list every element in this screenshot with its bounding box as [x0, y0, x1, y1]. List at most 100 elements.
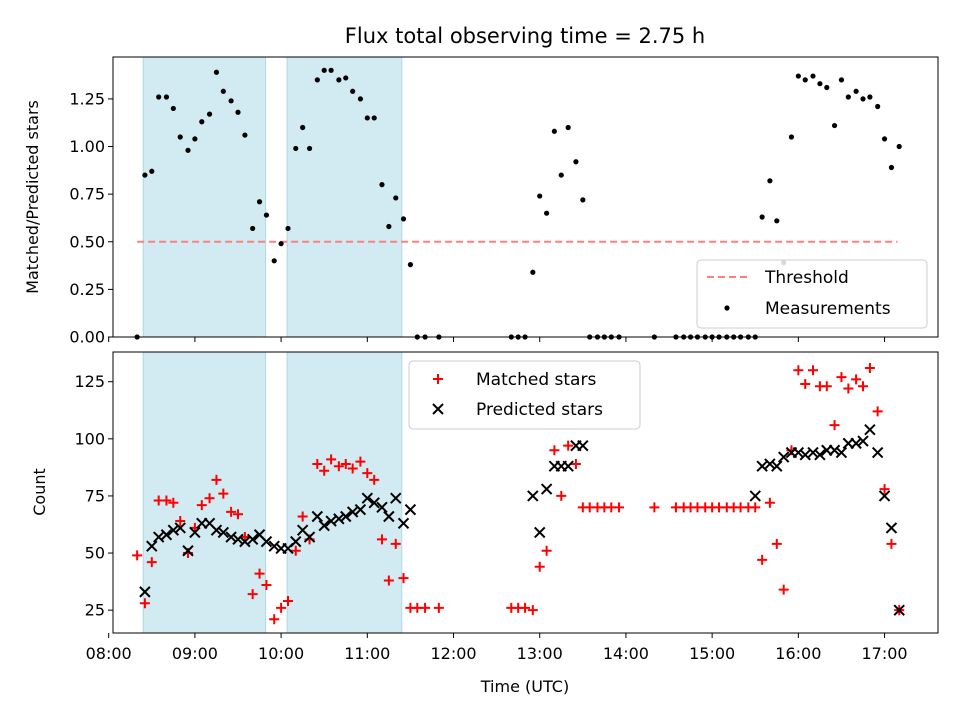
predicted-star-point: [771, 460, 783, 472]
measurement-point: [860, 96, 866, 102]
measurement-point: [328, 67, 334, 73]
predicted-star-point: [404, 503, 417, 516]
predicted-star-point: [871, 446, 884, 459]
matched-star-point: [420, 602, 431, 613]
predicted-star-point: [354, 503, 367, 516]
measurement-point: [371, 115, 377, 121]
measurement-point: [293, 145, 299, 152]
y-tick-label: 100: [74, 429, 105, 448]
legend-predicted-swatch: [432, 403, 444, 415]
matched-star-point: [161, 495, 172, 506]
matched-star-point: [390, 538, 401, 549]
measurement-point: [767, 178, 773, 184]
y-tick-label: 25: [85, 601, 105, 620]
measurement-point: [788, 134, 795, 140]
measurement-point: [142, 172, 148, 178]
matched-star-point: [283, 596, 293, 607]
legend-matched-swatch: [433, 374, 443, 384]
highlight-span: [286, 351, 403, 634]
matched-star-point: [233, 509, 243, 520]
matched-star-point: [319, 465, 330, 476]
matched-star-point: [534, 561, 545, 572]
predicted-star-point: [540, 483, 553, 495]
measurement-point: [845, 94, 851, 100]
measurement-point: [213, 69, 220, 75]
measurement-point: [170, 105, 176, 112]
matched-star-point: [843, 383, 854, 394]
predicted-star-point: [333, 513, 345, 525]
predicted-star-point: [246, 533, 259, 546]
predicted-star-point: [857, 435, 869, 447]
measurement-point: [831, 122, 838, 129]
measurement-point: [163, 94, 170, 100]
predicted-star-point: [799, 449, 811, 461]
measurement-point: [537, 193, 543, 199]
predicted-star-point: [346, 506, 359, 518]
predicted-star-point: [534, 526, 546, 539]
matched-star-point: [649, 502, 660, 513]
matched-star-point: [541, 545, 552, 556]
measurement-point: [580, 197, 586, 203]
measurement-point: [271, 258, 277, 264]
matched-star-point: [369, 474, 380, 485]
matched-star-point: [864, 362, 875, 373]
legend-bottom: Matched stars Predicted stars: [408, 360, 641, 430]
matched-star-point: [362, 468, 373, 479]
y-tick-label: 0.00: [69, 328, 105, 347]
measurement-point: [393, 195, 399, 201]
y-tick-label: 125: [74, 372, 105, 391]
matched-star-point: [851, 374, 862, 385]
x-tick-label: 13:00: [517, 644, 563, 663]
predicted-star-point: [562, 460, 574, 472]
x-tick-label: 10:00: [258, 644, 304, 663]
x-tick-label: 14:00: [603, 644, 649, 663]
measurement-point: [379, 182, 385, 188]
matched-star-point: [196, 500, 207, 511]
predicted-star-point: [311, 510, 324, 523]
predicted-star-point: [807, 446, 819, 459]
measurement-point: [263, 212, 270, 218]
measurement-point: [551, 128, 557, 134]
predicted-star-point: [397, 517, 410, 530]
matched-star-point: [218, 488, 229, 499]
predicted-star-point: [893, 604, 905, 616]
measurement-point: [242, 132, 248, 138]
measurement-point: [573, 159, 579, 165]
matched-star-point: [614, 502, 625, 513]
x-tick-label: 08:00: [86, 644, 132, 663]
matched-star-point: [261, 580, 272, 591]
matched-star-point: [800, 378, 811, 389]
predicted-star-point: [325, 515, 337, 527]
predicted-star-point: [792, 446, 805, 459]
measurement-point: [228, 98, 234, 104]
predicted-star-point: [174, 522, 186, 534]
measurement-point: [888, 164, 895, 171]
matched-star-point: [821, 381, 832, 392]
predicted-star-point: [152, 531, 165, 543]
measurement-point: [881, 136, 888, 142]
matched-star-point: [297, 511, 308, 522]
measurement-point: [867, 94, 873, 100]
matched-star-point: [376, 534, 387, 545]
measurement-point: [156, 94, 162, 100]
legend-measurements-swatch: [724, 305, 730, 311]
measurement-point: [149, 168, 155, 174]
measurement-point: [321, 67, 327, 73]
matched-star-point: [778, 584, 789, 595]
measurement-point: [759, 214, 765, 220]
measurement-point: [314, 77, 320, 83]
predicted-star-point: [814, 449, 826, 461]
predicted-star-point: [318, 519, 330, 532]
matched-star-point: [872, 406, 883, 417]
matched-star-point: [312, 458, 323, 469]
predicted-star-point: [167, 524, 180, 536]
measurement-point: [192, 136, 198, 142]
matched-star-point: [254, 568, 265, 579]
matched-star-point: [570, 458, 581, 469]
predicted-star-point: [764, 458, 776, 470]
predicted-star-point: [368, 497, 380, 509]
measurement-point: [824, 84, 830, 91]
matched-star-point: [433, 602, 444, 613]
predicted-star-point: [182, 545, 194, 557]
